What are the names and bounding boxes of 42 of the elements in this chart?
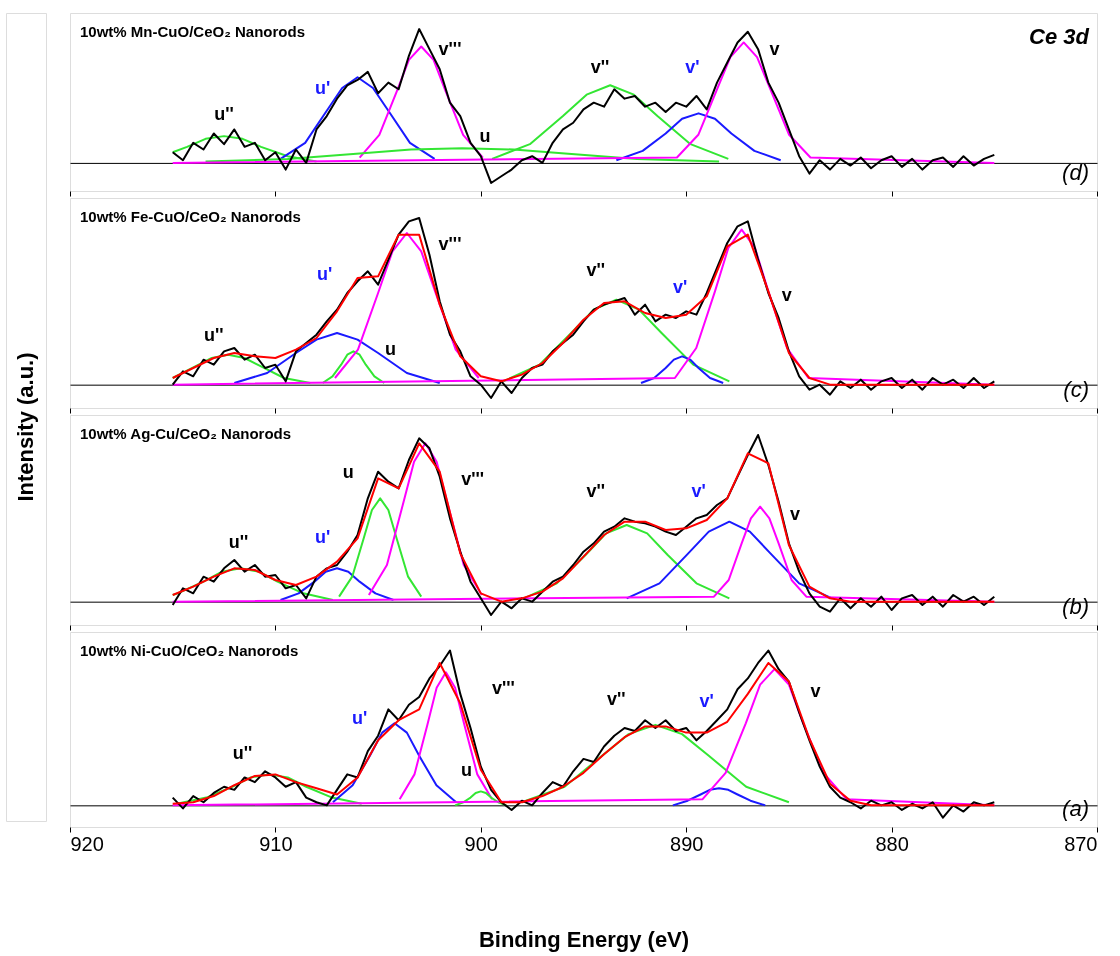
x-tick-label: 870 <box>1064 832 1098 855</box>
annotation: u' <box>351 707 368 728</box>
chart-title: 10wt% Ni-CuO/CeO₂ Nanorods <box>80 642 299 659</box>
x-tick-label: 890 <box>670 832 704 855</box>
x-tick-label: 920 <box>70 832 104 855</box>
chart-title: 10wt% Ag-Cu/CeO₂ Nanorods <box>80 425 292 442</box>
annotation: u <box>342 462 354 483</box>
annotation: v <box>781 285 792 306</box>
y-axis-title: Intensity (a.u.) <box>13 352 38 502</box>
annotation: v'' <box>586 260 606 281</box>
annotation: u' <box>315 527 331 548</box>
x-tick-label: 900 <box>464 832 498 855</box>
x-tick-label: 910 <box>259 832 293 855</box>
annotation: u'' <box>232 743 253 764</box>
annotation: u' <box>315 78 331 99</box>
annotation: Ce 3d <box>1029 24 1090 49</box>
x-axis-title: Binding Energy (eV) <box>478 926 690 952</box>
annotation: v'' <box>590 56 610 77</box>
annotation: u'' <box>228 532 249 553</box>
x-tick-label: 880 <box>875 832 909 855</box>
annotation: u'' <box>204 325 224 346</box>
annotation: v' <box>691 480 706 501</box>
annotation: v <box>790 504 801 524</box>
chart-title: 10wt% Mn-CuO/CeO₂ Nanorods <box>80 23 306 40</box>
annotation: v <box>769 39 780 60</box>
annotation: u'' <box>214 103 234 124</box>
annotation: v' <box>685 56 700 77</box>
annotation: u' <box>317 263 333 284</box>
annotation: v'' <box>586 480 606 501</box>
annotation: v' <box>672 277 688 297</box>
annotation: u <box>384 338 396 359</box>
annotation: u <box>460 760 472 781</box>
annotation: u <box>479 126 491 147</box>
annotation: v'' <box>607 689 626 710</box>
annotation: v''' <box>438 39 462 60</box>
chart-title: 10wt% Fe-CuO/CeO₂ Nanorods <box>80 208 301 225</box>
annotation: v <box>810 681 821 702</box>
annotation: v''' <box>491 678 515 699</box>
annotation: (d) <box>1062 160 1089 185</box>
annotation: v''' <box>461 469 485 489</box>
annotation: v' <box>699 690 714 711</box>
annotation: v''' <box>438 233 462 254</box>
